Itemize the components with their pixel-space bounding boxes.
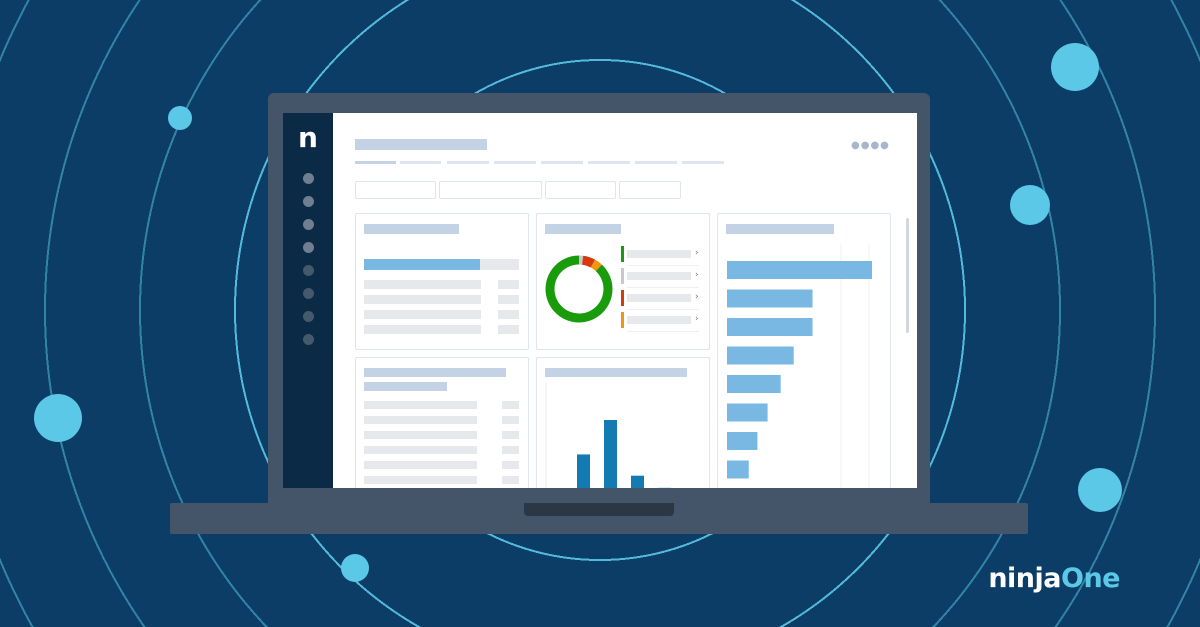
row-value <box>498 325 519 334</box>
row-label <box>364 325 481 334</box>
legend-swatch <box>621 290 624 306</box>
row-value <box>502 446 519 454</box>
nav-item[interactable] <box>303 196 314 207</box>
donut-segment[interactable] <box>581 255 596 268</box>
bar[interactable] <box>727 346 794 365</box>
page-title <box>355 139 487 150</box>
nav-item[interactable] <box>303 219 314 230</box>
donut-segment[interactable] <box>545 255 613 323</box>
donut-segment[interactable] <box>590 259 602 272</box>
ninjaone-logo: ninjaOne <box>988 563 1120 594</box>
legend-label[interactable] <box>627 272 691 280</box>
tab[interactable] <box>494 161 536 164</box>
tab[interactable] <box>355 161 396 164</box>
row-value <box>502 416 519 424</box>
row-value <box>502 431 519 439</box>
list-card <box>355 357 529 488</box>
bar[interactable] <box>727 289 813 308</box>
row-label <box>364 431 477 439</box>
legend-swatch <box>621 312 624 328</box>
nav-item[interactable] <box>303 288 314 299</box>
bar[interactable] <box>727 432 758 450</box>
app-logo: n <box>298 121 318 154</box>
tab[interactable] <box>541 161 583 164</box>
filter-2[interactable] <box>439 181 542 199</box>
bar[interactable] <box>577 454 590 488</box>
bar[interactable] <box>631 475 644 488</box>
filter-4[interactable] <box>619 181 681 199</box>
laptop-base <box>170 503 1028 534</box>
bar-chart-card <box>717 213 891 488</box>
bar[interactable] <box>727 460 749 479</box>
nav-item[interactable] <box>303 265 314 276</box>
row-label <box>364 310 481 319</box>
nav-item[interactable] <box>303 173 314 184</box>
nav-item[interactable] <box>303 334 314 345</box>
laptop-notch <box>524 503 674 516</box>
decor-dot <box>168 106 192 130</box>
row-label <box>364 416 477 424</box>
column-chart <box>545 383 671 488</box>
decor-dot <box>1051 43 1099 91</box>
tab[interactable] <box>400 161 441 164</box>
row-value <box>498 295 519 304</box>
row-label <box>364 295 481 304</box>
app-screen: n ●●●● › › › › <box>283 113 917 488</box>
horizontal-bar-chart <box>727 244 872 488</box>
legend-label[interactable] <box>627 294 691 302</box>
legend-swatch <box>621 246 624 262</box>
legend-label[interactable] <box>627 250 691 258</box>
progress-bar <box>364 259 519 270</box>
filter-1[interactable] <box>355 181 436 199</box>
sidebar: n <box>283 113 333 488</box>
row-label <box>364 280 481 289</box>
brand-suffix: One <box>1061 563 1121 594</box>
decor-dot <box>1078 468 1122 512</box>
chevron-right-icon[interactable]: › <box>695 314 699 324</box>
row-value <box>502 461 519 469</box>
legend-swatch <box>621 268 624 284</box>
chevron-right-icon[interactable]: › <box>695 248 699 258</box>
row-value <box>502 401 519 409</box>
row-label <box>364 401 477 409</box>
tab[interactable] <box>588 161 630 164</box>
decor-dot <box>341 554 369 582</box>
row-label <box>364 446 477 454</box>
bar[interactable] <box>727 261 872 279</box>
tab[interactable] <box>682 161 724 164</box>
scrollbar[interactable] <box>906 218 909 333</box>
chevron-right-icon[interactable]: › <box>695 292 699 302</box>
column-chart-card <box>536 357 710 488</box>
filter-3[interactable] <box>545 181 616 199</box>
divider <box>627 265 699 266</box>
brand-prefix: ninja <box>988 563 1061 594</box>
decor-dot <box>1010 185 1050 225</box>
nav-item[interactable] <box>303 311 314 322</box>
more-menu-icon[interactable]: ●●●● <box>851 140 890 151</box>
donut-card: › › › › <box>536 213 710 350</box>
divider <box>627 331 699 332</box>
divider <box>627 287 699 288</box>
donut-chart <box>545 255 613 323</box>
laptop-screen-bezel: n ●●●● › › › › <box>268 93 930 505</box>
decor-dot <box>34 394 82 442</box>
row-value <box>502 476 519 484</box>
nav-item[interactable] <box>303 242 314 253</box>
bar[interactable] <box>727 403 768 422</box>
legend-label[interactable] <box>627 316 691 324</box>
bar[interactable] <box>604 420 617 488</box>
tab[interactable] <box>447 161 489 164</box>
chevron-right-icon[interactable]: › <box>695 270 699 280</box>
bar[interactable] <box>727 318 813 336</box>
row-value <box>498 280 519 289</box>
divider <box>627 309 699 310</box>
row-label <box>364 476 477 484</box>
tab[interactable] <box>635 161 677 164</box>
row-value <box>498 310 519 319</box>
progress-card <box>355 213 529 350</box>
bar[interactable] <box>727 375 781 393</box>
row-label <box>364 461 477 469</box>
